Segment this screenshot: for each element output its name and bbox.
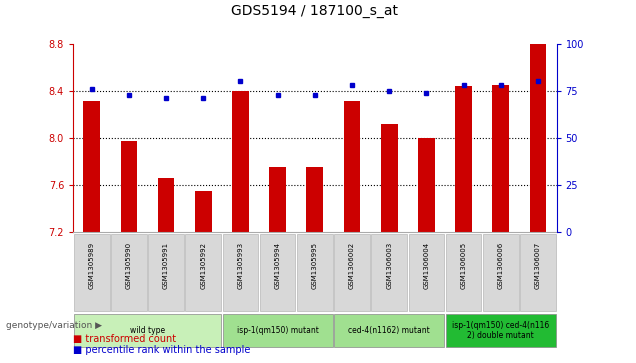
FancyBboxPatch shape [371,234,407,311]
Text: GSM1305993: GSM1305993 [237,242,244,289]
FancyBboxPatch shape [334,234,370,311]
Bar [158,178,174,232]
Text: isp-1(qm150) ced-4(n116
2) double mutant: isp-1(qm150) ced-4(n116 2) double mutant [452,321,550,340]
Bar [232,91,249,232]
Text: GSM1306006: GSM1306006 [498,242,504,289]
Bar [530,44,546,232]
Text: GSM1305991: GSM1305991 [163,242,169,289]
FancyBboxPatch shape [408,234,444,311]
FancyBboxPatch shape [148,234,184,311]
Text: ced-4(n1162) mutant: ced-4(n1162) mutant [349,326,430,335]
FancyBboxPatch shape [520,234,556,311]
Text: ■ percentile rank within the sample: ■ percentile rank within the sample [73,345,251,355]
Text: GSM1306004: GSM1306004 [424,242,429,289]
Text: GSM1305994: GSM1305994 [275,242,280,289]
Bar [307,167,323,232]
FancyBboxPatch shape [74,314,221,347]
Text: GDS5194 / 187100_s_at: GDS5194 / 187100_s_at [232,4,398,18]
Bar [195,191,212,232]
Text: GSM1306003: GSM1306003 [386,242,392,289]
Text: GSM1306002: GSM1306002 [349,242,355,289]
Text: ■ transformed count: ■ transformed count [73,334,176,344]
FancyBboxPatch shape [223,314,333,347]
FancyBboxPatch shape [446,234,481,311]
Bar [492,85,509,232]
FancyBboxPatch shape [186,234,221,311]
Bar [83,101,100,232]
FancyBboxPatch shape [297,234,333,311]
FancyBboxPatch shape [111,234,147,311]
Text: GSM1306005: GSM1306005 [460,242,467,289]
FancyBboxPatch shape [334,314,444,347]
Bar [343,101,361,232]
Text: GSM1305995: GSM1305995 [312,242,318,289]
Text: GSM1306007: GSM1306007 [535,242,541,289]
FancyBboxPatch shape [223,234,258,311]
Bar [269,167,286,232]
Bar [121,142,137,232]
Text: GSM1305989: GSM1305989 [89,242,95,289]
FancyBboxPatch shape [446,314,556,347]
Text: isp-1(qm150) mutant: isp-1(qm150) mutant [237,326,319,335]
Text: wild type: wild type [130,326,165,335]
FancyBboxPatch shape [74,234,109,311]
Bar [418,138,435,232]
FancyBboxPatch shape [259,234,296,311]
Text: genotype/variation ▶: genotype/variation ▶ [6,321,102,330]
FancyBboxPatch shape [483,234,518,311]
Text: GSM1305990: GSM1305990 [126,242,132,289]
Bar [455,86,472,232]
Text: GSM1305992: GSM1305992 [200,242,206,289]
Bar [381,124,398,232]
